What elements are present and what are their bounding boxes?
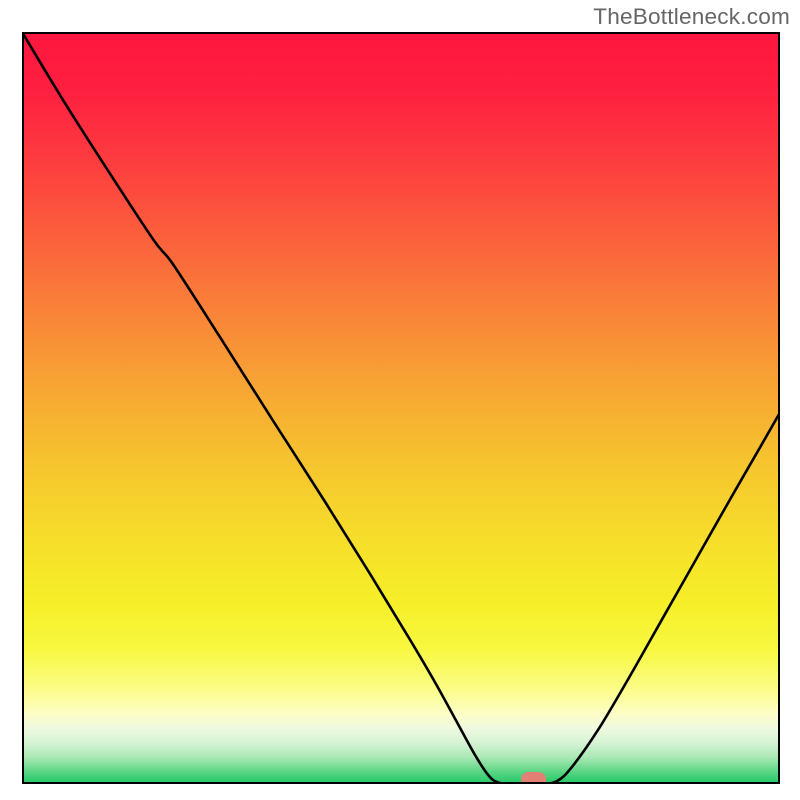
gradient-background [22, 32, 780, 784]
plot-svg [22, 32, 780, 784]
plot-area [22, 32, 780, 784]
chart-frame: TheBottleneck.com [0, 0, 800, 800]
watermark-text: TheBottleneck.com [593, 4, 790, 30]
